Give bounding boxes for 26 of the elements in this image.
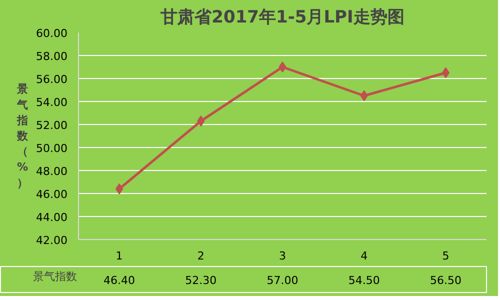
y-tick-label: 44.00 xyxy=(36,211,68,224)
y-tick-label: 60.00 xyxy=(36,27,68,40)
x-tick-label: 4 xyxy=(360,250,368,262)
data-label: 56.50 xyxy=(430,274,462,287)
x-tick-label: 3 xyxy=(279,250,286,262)
point xyxy=(278,62,286,72)
data-label: 57.00 xyxy=(266,274,298,287)
data-label: 54.50 xyxy=(348,274,380,287)
point xyxy=(442,67,450,78)
x-tick-label: 2 xyxy=(197,250,204,262)
x-tick-label: 5 xyxy=(442,250,450,262)
point xyxy=(115,183,124,194)
y-tick-label: 58.00 xyxy=(36,50,68,63)
y-tick-label: 42.00 xyxy=(36,234,68,247)
y-tick-label: 50.00 xyxy=(36,142,68,155)
text: 景气指数 xyxy=(33,268,77,284)
y-tick-label: 52.00 xyxy=(36,119,68,132)
y-tick-label: 54.00 xyxy=(36,96,68,109)
y-axis-title: 景气指数（%） xyxy=(16,82,30,190)
x-tick-label: 1 xyxy=(116,250,123,262)
data-label: 46.40 xyxy=(104,274,136,287)
chart-title: 甘肃省2017年1-5月LPI走势图 xyxy=(160,8,404,28)
data-label: 52.30 xyxy=(185,274,217,287)
y-tick-label: 46.00 xyxy=(36,188,68,201)
y-tick-label: 56.00 xyxy=(36,73,68,86)
y-tick-label: 48.00 xyxy=(36,165,68,178)
